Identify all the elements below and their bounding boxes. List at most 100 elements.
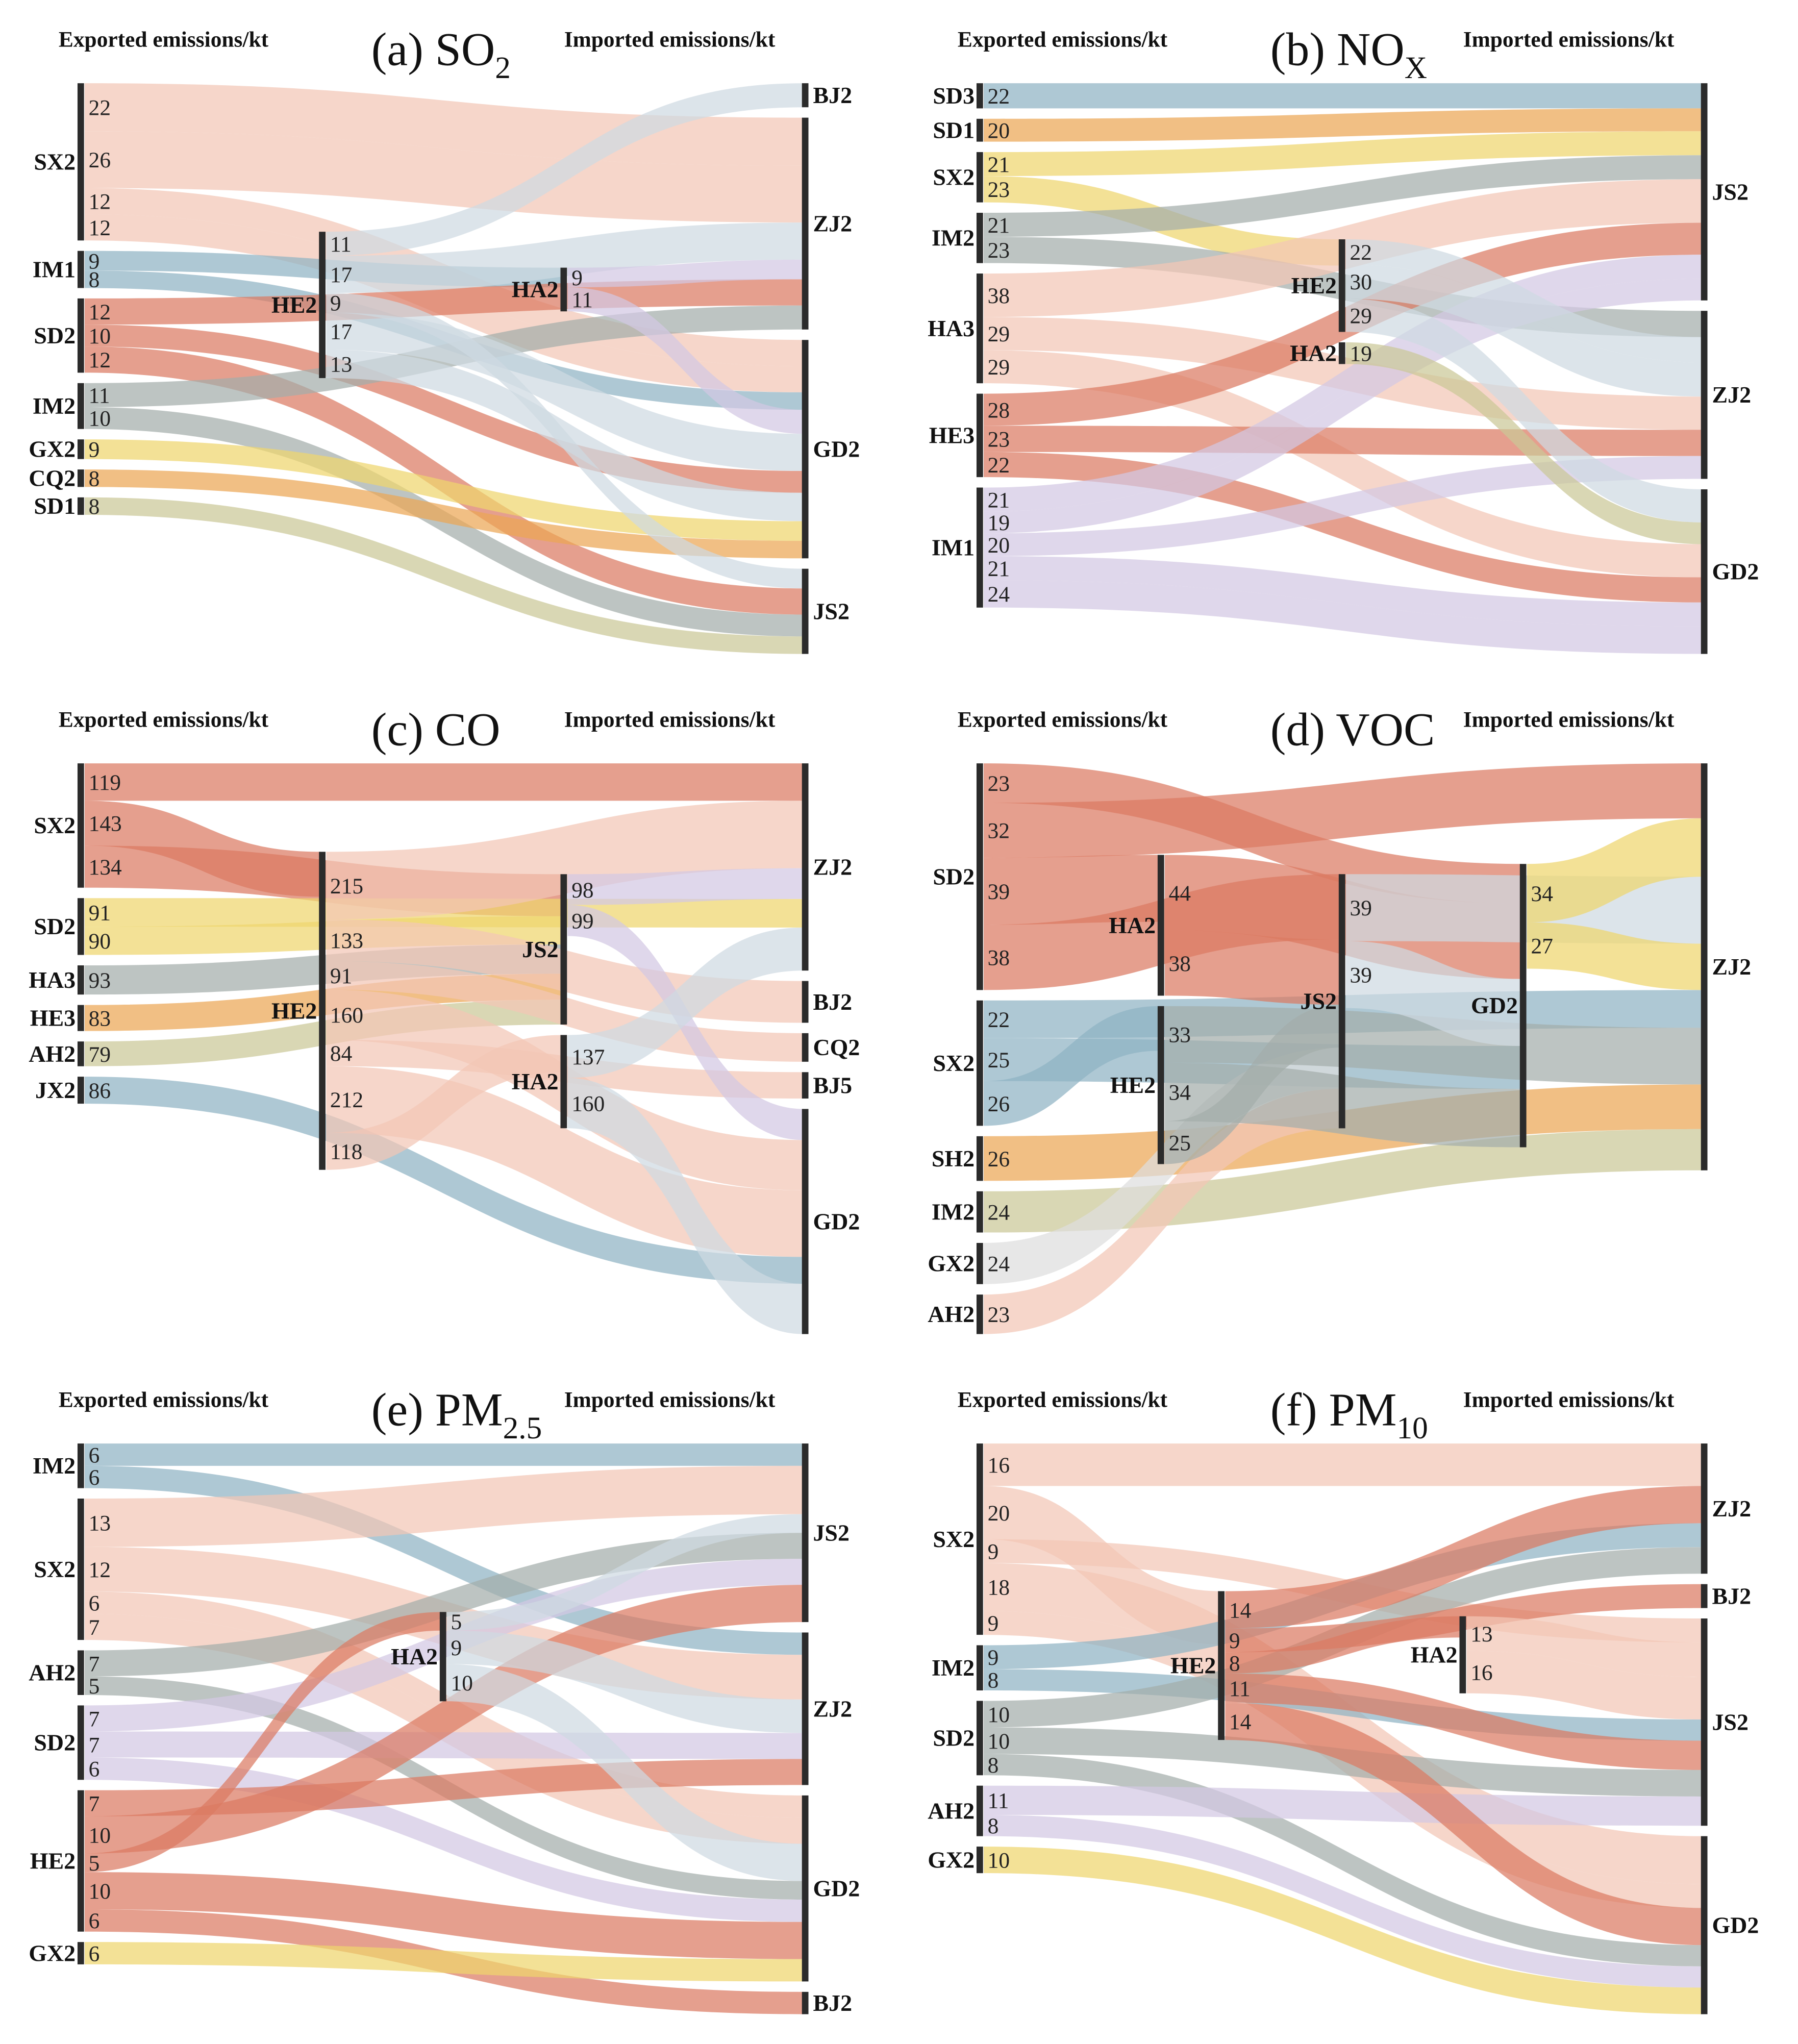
flow-value-label: 21 <box>988 488 1010 512</box>
node-label-IM2: IM2 <box>932 1199 975 1225</box>
node-label-JS2: JS2 <box>522 936 559 962</box>
flow-HA2-to-ZJ2 <box>446 1630 804 1733</box>
flow-value-label: 91 <box>330 964 352 988</box>
flow-value-label: 79 <box>89 1042 111 1067</box>
flow-value-label: 10 <box>89 407 111 431</box>
node-bar-GX2 <box>77 1942 84 1964</box>
flow-value-label: 6 <box>89 1443 100 1467</box>
flow-value-label: 20 <box>988 119 1010 143</box>
flow-GX2-to-GD2 <box>84 439 804 541</box>
flow-AH2-to-GD2 <box>983 1814 1703 1988</box>
node-label-SX2: SX2 <box>933 164 975 190</box>
flow-value-label: 98 <box>571 878 593 903</box>
node-label-GX2: GX2 <box>928 1251 975 1277</box>
exported-axis-label: Exported emissions/kt <box>59 708 269 732</box>
flow-value-label: 21 <box>988 557 1010 581</box>
flow-value-label: 5 <box>89 1674 100 1699</box>
node-bar-ZJ2 <box>802 117 809 330</box>
node-bar-AH2 <box>77 1041 84 1066</box>
flow-value-label: 24 <box>988 582 1010 607</box>
flow-value-label: 26 <box>988 1147 1010 1171</box>
flow-SX2-to-JS2 <box>983 131 1703 177</box>
flow-HA2-to-JS2 <box>1466 1616 1703 1677</box>
node-bar-SX2 <box>976 1443 983 1635</box>
node-label-ZJ2: ZJ2 <box>1712 382 1751 408</box>
node-label-JS2: JS2 <box>1712 1709 1749 1735</box>
node-label-GX2: GX2 <box>29 1940 76 1966</box>
flow-SD2-to-HA2 <box>983 855 1160 925</box>
node-label-SD2: SD2 <box>933 1725 975 1751</box>
node-bar-HA2 <box>1459 1616 1466 1693</box>
flow-HE2-to-ZJ2 <box>326 801 804 919</box>
node-bar-IM1 <box>976 487 983 608</box>
node-label-SD2: SD2 <box>34 322 76 348</box>
flow-HE2-to-ZJ2 <box>326 222 804 293</box>
flow-value-label: 12 <box>89 190 111 214</box>
flow-value-label: 22 <box>988 84 1010 109</box>
node-bar-ZJ2 <box>802 763 809 971</box>
imported-axis-label: Imported emissions/kt <box>564 28 776 52</box>
node-label-IM2: IM2 <box>932 225 975 251</box>
flow-HE2-to-GD2 <box>326 350 804 521</box>
flow-HA2-to-ZJ2 <box>567 927 804 1078</box>
flow-value-label: 11 <box>571 288 593 312</box>
node-label-JS2: JS2 <box>813 1519 850 1546</box>
flow-value-label: 8 <box>1229 1651 1240 1676</box>
node-bar-AH2 <box>976 1294 983 1334</box>
flow-value-label: 134 <box>89 855 122 880</box>
node-label-ZJ2: ZJ2 <box>813 854 852 880</box>
flow-HA2-to-ZJ2 <box>567 259 804 288</box>
node-label-HA3: HA3 <box>29 967 76 993</box>
node-bar-SD2 <box>976 763 983 990</box>
node-label-SD2: SD2 <box>34 913 76 939</box>
flow-value-label: 8 <box>988 1668 999 1693</box>
node-bar-SX2 <box>77 763 84 888</box>
node-bar-GD2 <box>1701 489 1708 654</box>
imported-axis-label: Imported emissions/kt <box>564 1388 776 1412</box>
node-label-GD2: GD2 <box>813 1875 860 1901</box>
node-label-HE2: HE2 <box>271 998 317 1024</box>
node-label-BJ2: BJ2 <box>813 82 852 108</box>
flow-HA2-to-GD2 <box>446 1664 804 1881</box>
flow-value-label: 6 <box>89 1591 100 1615</box>
node-label-SD2: SD2 <box>933 864 975 890</box>
flow-value-label: 8 <box>89 494 100 519</box>
flow-value-label: 10 <box>89 1823 111 1848</box>
node-bar-HA3 <box>976 273 983 384</box>
node-label-BJ2: BJ2 <box>813 989 852 1015</box>
flow-value-label: 33 <box>1169 1023 1191 1048</box>
sankey-panel-a: Exported emissions/kt Imported emissions/… <box>29 23 860 654</box>
flow-HE2-to-ZJ2 <box>1345 264 1703 397</box>
flow-value-label: 18 <box>988 1576 1010 1600</box>
flow-value-label: 9 <box>1229 1629 1240 1653</box>
flow-value-label: 29 <box>988 322 1010 346</box>
node-bar-SD2 <box>77 298 84 373</box>
exported-axis-label: Exported emissions/kt <box>958 708 1168 732</box>
flow-IM1-to-GD2 <box>983 556 1703 627</box>
node-bar-BJ5 <box>802 1072 809 1099</box>
flow-SD3-to-JS2 <box>983 83 1703 109</box>
node-label-SX2: SX2 <box>34 1556 76 1582</box>
node-label-ZJ2: ZJ2 <box>1712 954 1751 980</box>
node-label-IM1: IM1 <box>33 256 76 282</box>
node-bar-HA2 <box>439 1612 446 1702</box>
flow-value-label: 8 <box>89 467 100 491</box>
flow-IM2-to-JS2 <box>84 1443 804 1466</box>
node-label-AH2: AH2 <box>928 1301 975 1327</box>
flow-JS2-to-ZJ2 <box>567 868 804 905</box>
flow-value-label: 9 <box>89 249 100 273</box>
flow-value-label: 22 <box>988 453 1010 478</box>
flow-SD2-to-JS2 <box>983 1727 1703 1797</box>
flow-SD2-to-GD2 <box>983 1754 1703 1966</box>
flow-value-label: 32 <box>988 819 1010 843</box>
flow-value-label: 10 <box>988 1703 1010 1727</box>
flow-HE2-to-GD2 <box>84 1872 804 1959</box>
flow-value-label: 9 <box>988 1646 999 1670</box>
node-bar-SD3 <box>976 83 983 109</box>
flow-value-label: 24 <box>988 1252 1010 1277</box>
sankey-panel-e: Exported emissions/kt Imported emissions/… <box>29 1383 860 2016</box>
node-label-JS2: JS2 <box>1301 988 1337 1014</box>
node-label-SX2: SX2 <box>34 812 76 838</box>
flow-value-label: 5 <box>451 1610 462 1634</box>
node-bar-GX2 <box>976 1242 983 1284</box>
